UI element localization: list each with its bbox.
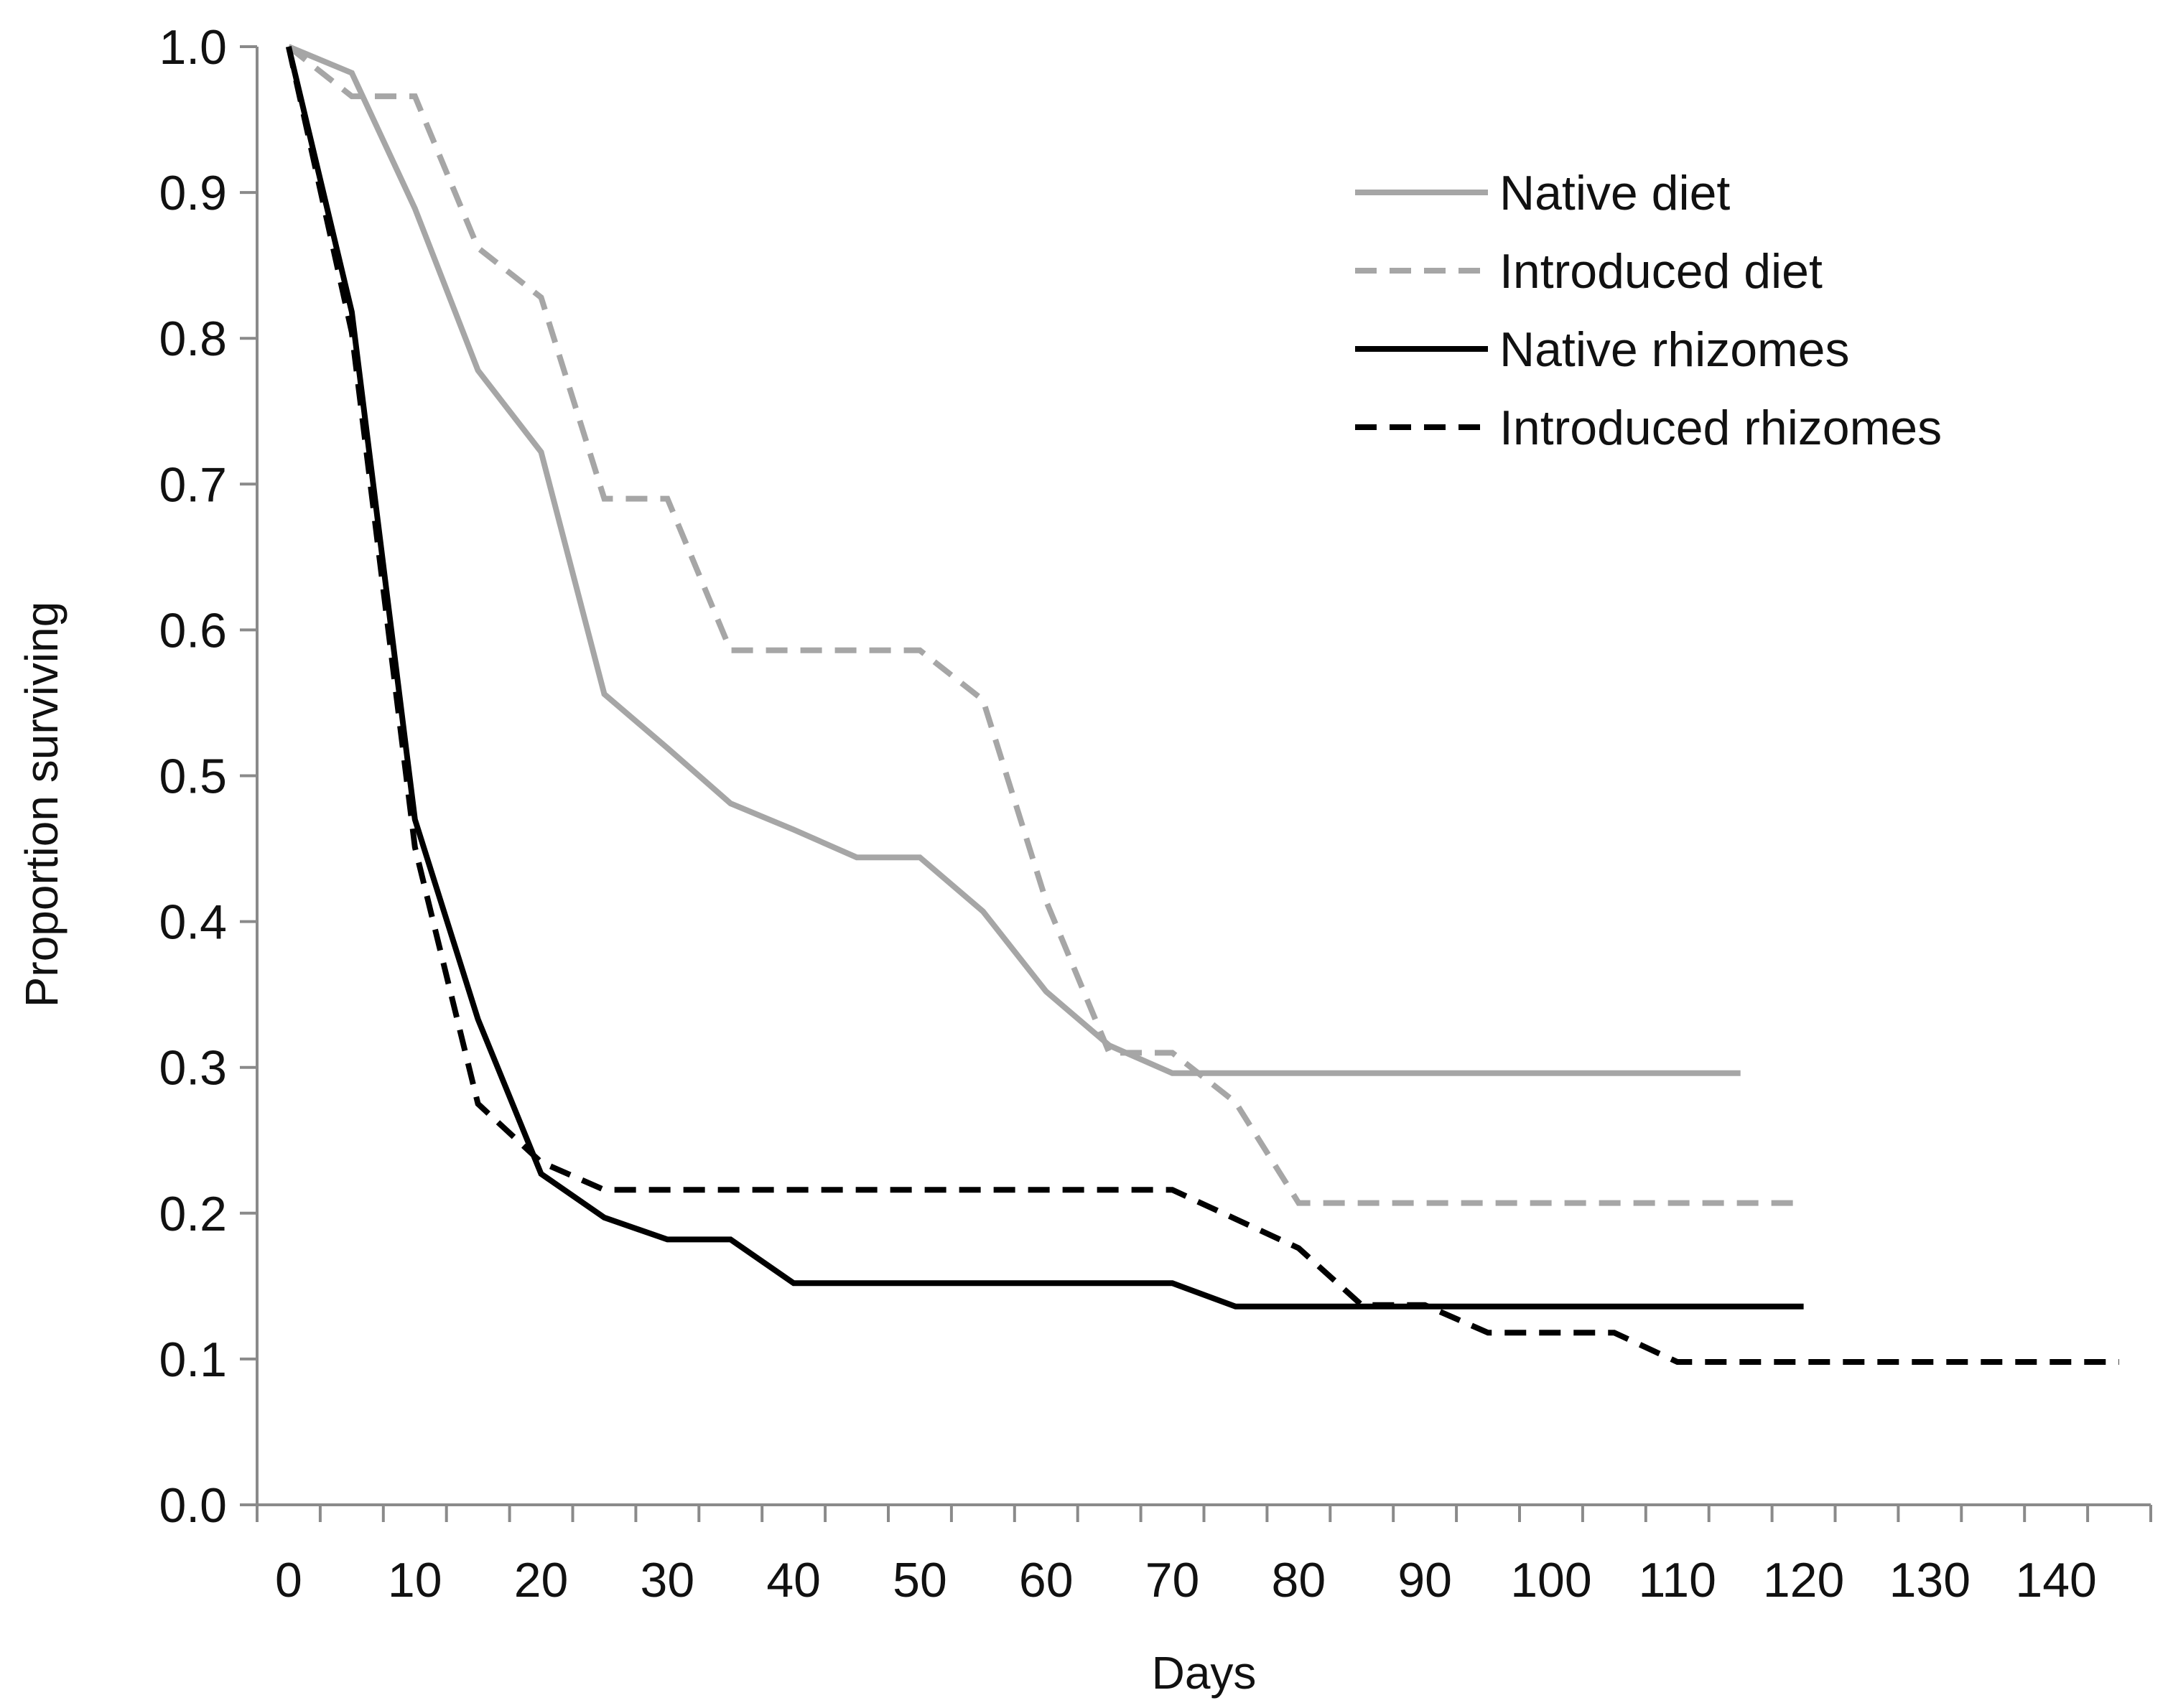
legend-label: Introduced diet xyxy=(1499,244,1823,299)
legend-label: Introduced rhizomes xyxy=(1499,401,1942,455)
x-tick-label: 50 xyxy=(893,1553,947,1607)
y-tick-label: 0.1 xyxy=(159,1333,227,1387)
series-line-introduced-diet xyxy=(287,44,1804,1206)
x-tick-label: 20 xyxy=(514,1553,569,1607)
y-tick-label: 0.7 xyxy=(159,457,227,512)
series-line-introduced-rhizomes xyxy=(285,46,2119,1365)
x-ticks: 0 10 20 30 40 50 60 70 80 90 100 110 120 130 140 xyxy=(256,1505,2152,1607)
x-tick-label: 0 xyxy=(275,1553,302,1607)
y-tick-label: 0.8 xyxy=(159,312,227,366)
y-tick-label: 0.4 xyxy=(159,895,227,950)
legend-label: Native diet xyxy=(1499,166,1730,220)
x-tick-label: 10 xyxy=(388,1553,442,1607)
y-tick-label: 1.0 xyxy=(159,20,227,75)
x-tick-label: 40 xyxy=(766,1553,821,1607)
x-tick-label: 110 xyxy=(1639,1553,1716,1607)
series-line-native-rhizomes xyxy=(286,46,1804,1310)
y-ticks: 0.0 0.1 0.2 0.3 0.4 0.5 0.6 0.7 0.8 0.9 1.0 xyxy=(159,20,257,1533)
y-axis-title: Proportion surviving xyxy=(16,602,68,1008)
y-tick-label: 0.6 xyxy=(159,603,227,658)
x-tick-label: 30 xyxy=(641,1553,695,1607)
legend-label: Native rhizomes xyxy=(1499,322,1850,377)
y-tick-label: 0.9 xyxy=(159,166,227,220)
y-tick-label: 0.2 xyxy=(159,1187,227,1241)
x-tick-label: 140 xyxy=(2015,1553,2096,1607)
x-tick-label: 80 xyxy=(1272,1553,1326,1607)
x-tick-label: 100 xyxy=(1510,1553,1591,1607)
x-tick-label: 70 xyxy=(1145,1553,1200,1607)
series-layer xyxy=(285,44,2119,1365)
x-tick-label: 60 xyxy=(1019,1553,1074,1607)
axes: 0.0 0.1 0.2 0.3 0.4 0.5 0.6 0.7 0.8 0.9 1.0 0 10 20 3… xyxy=(159,20,2152,1607)
x-tick-label: 90 xyxy=(1397,1553,1452,1607)
x-tick-label: 130 xyxy=(1889,1553,1971,1607)
x-axis-title: Days xyxy=(1152,1647,1257,1699)
x-tick-label: 120 xyxy=(1763,1553,1844,1607)
series-line-native-diet xyxy=(287,44,1741,1076)
y-tick-label: 0.0 xyxy=(159,1478,227,1533)
y-tick-label: 0.3 xyxy=(159,1041,227,1096)
legend: Native diet Introduced diet Native rhizome… xyxy=(1355,166,1942,455)
y-tick-label: 0.5 xyxy=(159,750,227,804)
